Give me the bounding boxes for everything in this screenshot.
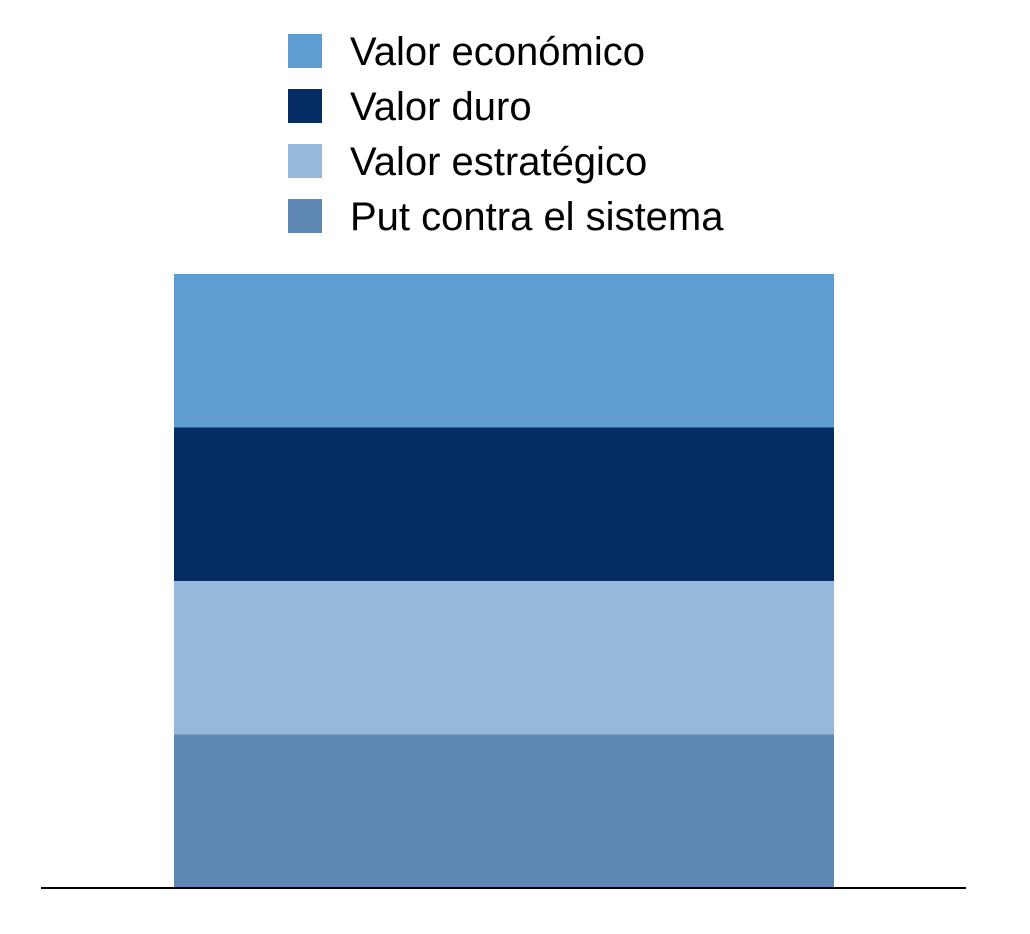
legend-label-valor-estrategico: Valor estratégico: [350, 140, 647, 184]
bar-stack: [174, 274, 834, 888]
bar-segment-valor-estrategico: [174, 581, 834, 735]
bar-segment-valor-economico: [174, 274, 834, 428]
bar-segment-valor-duro: [174, 427, 834, 581]
legend-label-valor-economico: Valor económico: [350, 30, 645, 74]
bar-segment-put-contra-el-sistema: [174, 734, 834, 888]
legend-swatch-valor-economico: [288, 34, 322, 68]
legend-swatch-valor-duro: [288, 89, 322, 123]
legend-label-valor-duro: Valor duro: [350, 85, 532, 129]
legend-swatch-valor-estrategico: [288, 144, 322, 178]
legend-swatch-put-contra-el-sistema: [288, 199, 322, 233]
legend: Valor económico Valor duro Valor estratégi…: [288, 30, 724, 239]
legend-label-put-contra-el-sistema: Put contra el sistema: [350, 195, 724, 239]
